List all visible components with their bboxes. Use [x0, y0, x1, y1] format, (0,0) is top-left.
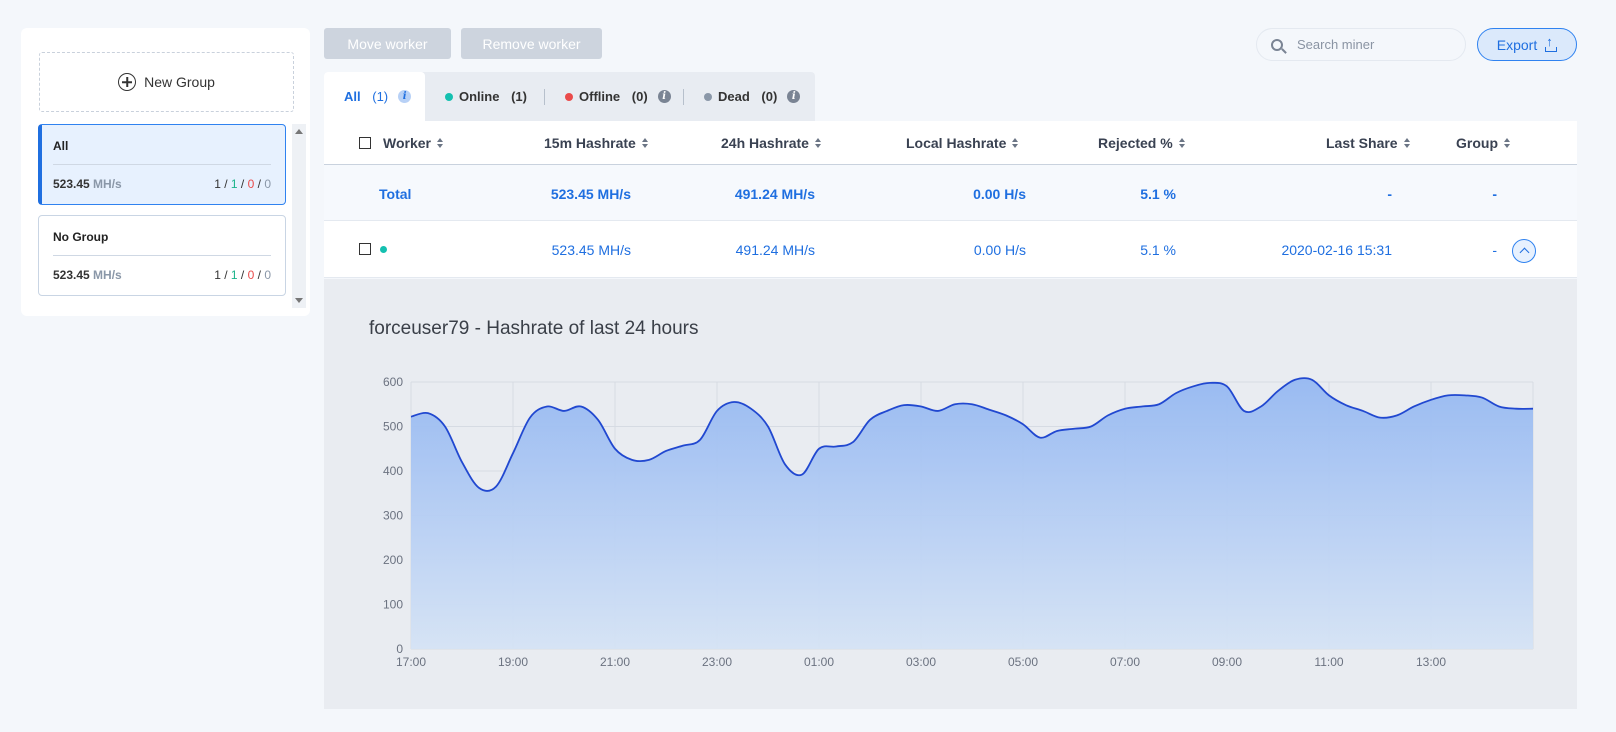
online-status-icon	[380, 246, 387, 253]
total-24h-hashrate: 491.24 MH/s	[734, 186, 815, 202]
col-24h-hashrate[interactable]: 24h Hashrate	[721, 135, 821, 151]
y-tick-label: 0	[396, 642, 403, 656]
y-tick-label: 500	[383, 420, 403, 434]
move-worker-button[interactable]: Move worker	[324, 28, 451, 59]
sort-icon	[1404, 138, 1410, 148]
select-all-checkbox[interactable]	[359, 137, 371, 149]
total-rejected: 5.1 %	[1140, 186, 1176, 202]
y-tick-label: 300	[383, 509, 403, 523]
group-hashrate: 523.45 MH/s	[53, 268, 122, 282]
search-box	[1256, 28, 1466, 61]
col-worker[interactable]: Worker	[359, 135, 443, 151]
col-last-share[interactable]: Last Share	[1326, 135, 1410, 151]
sort-icon	[1504, 138, 1510, 148]
table-header: Worker 15m Hashrate 24h Hashrate Local H…	[324, 121, 1577, 165]
group-hashrate: 523.45 MH/s	[53, 177, 122, 191]
dead-dot-icon	[704, 92, 712, 101]
x-tick-label: 09:00	[1212, 655, 1242, 669]
worker-table: Worker 15m Hashrate 24h Hashrate Local H…	[324, 121, 1577, 278]
x-tick-label: 07:00	[1110, 655, 1140, 669]
col-group[interactable]: Group	[1456, 135, 1510, 151]
y-tick-label: 600	[383, 375, 403, 389]
sort-icon	[1179, 138, 1185, 148]
group-sidebar: New Group All 523.45 MH/s 1 / 1 / 0 / 0 …	[21, 28, 310, 316]
x-tick-label: 13:00	[1416, 655, 1446, 669]
x-tick-label: 03:00	[906, 655, 936, 669]
tab-offline[interactable]: Offline (0) i	[565, 72, 671, 121]
row-checkbox[interactable]	[359, 243, 371, 255]
sort-icon	[642, 138, 648, 148]
group-card-no-group[interactable]: No Group 523.45 MH/s 1 / 1 / 0 / 0	[38, 215, 286, 296]
group-list: All 523.45 MH/s 1 / 1 / 0 / 0 No Group 5…	[38, 124, 286, 306]
group-name: No Group	[53, 230, 271, 256]
sort-icon	[815, 138, 821, 148]
tab-online[interactable]: Online (1)	[445, 72, 527, 121]
total-row: Total 523.45 MH/s 491.24 MH/s 0.00 H/s 5…	[324, 165, 1577, 221]
info-icon[interactable]: i	[787, 90, 801, 103]
x-tick-label: 23:00	[702, 655, 732, 669]
plus-circle-icon	[118, 73, 137, 91]
col-15m-hashrate[interactable]: 15m Hashrate	[544, 135, 648, 151]
worker-24h-hashrate: 491.24 MH/s	[735, 242, 815, 258]
group-name: All	[53, 139, 271, 165]
total-15m-hashrate: 523.45 MH/s	[550, 186, 631, 202]
worker-15m-hashrate: 523.45 MH/s	[551, 242, 631, 258]
group-list-scrollbar[interactable]	[292, 124, 306, 308]
upload-icon	[1545, 34, 1558, 52]
search-input[interactable]	[1297, 37, 1447, 52]
new-group-label: New Group	[144, 74, 215, 90]
group-worker-counts: 1 / 1 / 0 / 0	[214, 268, 271, 282]
chart-title: forceuser79 - Hashrate of last 24 hours	[369, 318, 699, 339]
export-label: Export	[1496, 36, 1538, 53]
x-tick-label: 21:00	[600, 655, 630, 669]
col-local-hashrate[interactable]: Local Hashrate	[906, 135, 1018, 151]
new-group-button[interactable]: New Group	[39, 52, 294, 112]
y-tick-label: 100	[383, 598, 403, 612]
hashrate-line	[410, 377, 1534, 492]
hashrate-chart: 0 100 200 300 400 500 600 17:00 19:00 21:00 23:00 0…	[383, 375, 1534, 669]
worker-rejected: 5.1 %	[1140, 242, 1176, 258]
tab-all[interactable]: All (1) i	[324, 72, 425, 121]
hashrate-area	[411, 378, 1533, 649]
status-tabs: All (1) i Online (1) Offline (0) i Dead …	[324, 72, 815, 121]
x-tick-label: 11:00	[1314, 655, 1343, 669]
sort-icon	[1012, 138, 1018, 148]
info-icon[interactable]: i	[398, 90, 412, 103]
scroll-up-icon[interactable]	[295, 129, 303, 134]
search-icon	[1271, 38, 1283, 51]
col-rejected[interactable]: Rejected %	[1098, 135, 1185, 151]
offline-dot-icon	[565, 92, 573, 101]
x-tick-label: 01:00	[804, 655, 834, 669]
y-tick-label: 400	[383, 464, 403, 478]
group-worker-counts: 1 / 1 / 0 / 0	[214, 177, 271, 191]
total-last-share: -	[1387, 186, 1392, 202]
x-tick-label: 17:00	[396, 655, 426, 669]
worker-last-share: 2020-02-16 15:31	[1281, 242, 1392, 258]
remove-worker-button[interactable]: Remove worker	[461, 28, 602, 59]
scroll-down-icon[interactable]	[295, 298, 303, 303]
worker-local-hashrate: 0.00 H/s	[973, 242, 1026, 258]
worker-group: -	[1492, 242, 1497, 258]
sort-icon	[437, 138, 443, 148]
export-button[interactable]: Export	[1477, 28, 1577, 61]
x-tick-label: 19:00	[498, 655, 528, 669]
collapse-chevron-up-icon[interactable]	[1512, 239, 1536, 263]
online-dot-icon	[445, 92, 453, 101]
total-local-hashrate: 0.00 H/s	[973, 186, 1026, 202]
group-card-all[interactable]: All 523.45 MH/s 1 / 1 / 0 / 0	[38, 124, 286, 205]
y-tick-label: 200	[383, 553, 403, 567]
total-label: Total	[379, 186, 412, 202]
info-icon[interactable]: i	[657, 90, 671, 103]
x-tick-label: 05:00	[1008, 655, 1038, 669]
table-row[interactable]: 523.45 MH/s 491.24 MH/s 0.00 H/s 5.1 % 2…	[324, 221, 1577, 278]
tab-dead[interactable]: Dead (0) i	[704, 72, 801, 121]
total-group: -	[1492, 186, 1497, 202]
hashrate-chart-panel: forceuser79 - Hashrate of last 24 hours …	[324, 279, 1577, 709]
